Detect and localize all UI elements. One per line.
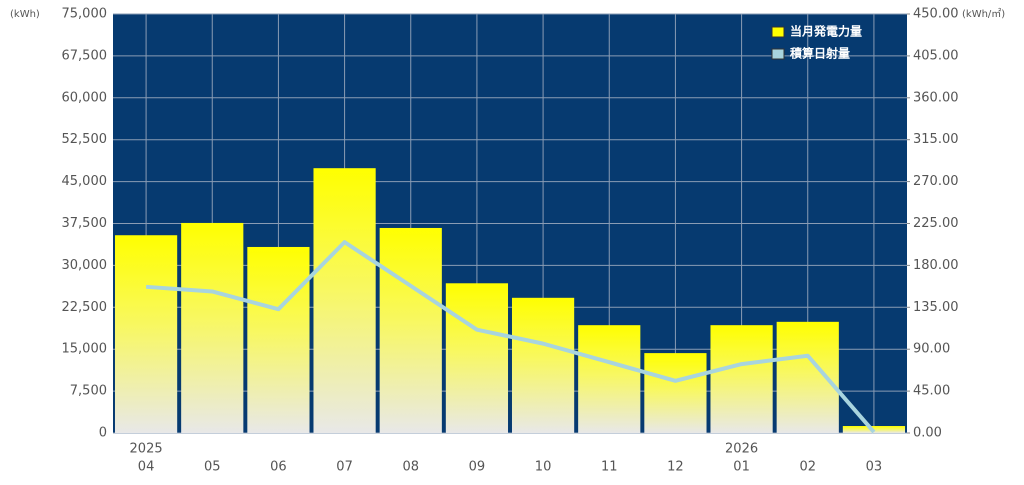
y-tick-label: 45,000 (62, 174, 108, 189)
bar (114, 235, 178, 433)
y2-tick-label: 90.00 (913, 342, 950, 357)
y-tick-label: 60,000 (62, 90, 108, 105)
legend-label: 積算日射量 (789, 46, 850, 61)
legend-swatch (771, 48, 785, 60)
bar (511, 297, 575, 433)
y2-tick-label: 270.00 (913, 174, 959, 189)
bar (710, 325, 773, 433)
x-tick-label: 12 (667, 460, 684, 475)
y2-tick-label: 180.00 (913, 258, 959, 273)
x-tick-label: 10 (535, 460, 552, 475)
y-tick-label: 7,500 (70, 384, 107, 399)
y2-tick-label: 225.00 (913, 216, 959, 231)
x-tick-label: 02 (799, 460, 816, 475)
y2-tick-label: 0.00 (913, 426, 942, 441)
x-tick-label: 08 (402, 460, 419, 475)
bar (578, 325, 641, 433)
y-tick-label: 67,500 (62, 48, 108, 63)
x-tick-label: 06 (270, 460, 287, 475)
bar (445, 283, 509, 433)
bar (247, 246, 310, 433)
x-tick-label: 04 (138, 460, 155, 475)
line (145, 240, 876, 434)
bar (379, 227, 442, 433)
y2-tick-label: 45.00 (913, 384, 950, 399)
bar (181, 222, 244, 433)
y-tick-label: 22,500 (62, 300, 108, 315)
x-tick-label: 05 (204, 460, 221, 475)
x-tick-label: 01 (733, 460, 750, 475)
y-tick-label: 37,500 (62, 216, 108, 231)
y-tick-label: 52,500 (62, 132, 108, 147)
x-tick-label: 07 (336, 460, 353, 475)
x-year-label: 2025 (130, 442, 163, 457)
bar (644, 353, 707, 433)
y-unit: (kWh) (10, 9, 40, 20)
bar (776, 321, 839, 433)
y-tick-label: 75,000 (62, 7, 108, 22)
y2-unit: (kWh/㎡) (962, 8, 1005, 20)
x-tick-label: 03 (866, 460, 883, 475)
y-tick-label: 0 (99, 426, 107, 441)
x-tick-label: 11 (601, 460, 618, 475)
legend-label: 当月発電力量 (790, 24, 862, 39)
y2-tick-label: 315.00 (913, 132, 959, 147)
y-tick-label: 15,000 (62, 342, 108, 357)
x-tick-label: 09 (469, 460, 486, 475)
y2-tick-label: 360.00 (913, 90, 959, 105)
x-year-label: 2026 (725, 442, 758, 457)
legend-swatch (771, 26, 785, 38)
y2-tick-label: 450.00 (913, 7, 959, 22)
y-tick-label: 30,000 (62, 258, 108, 273)
y2-tick-label: 405.00 (913, 48, 959, 63)
bar (313, 168, 376, 433)
y2-tick-label: 135.00 (913, 300, 959, 315)
